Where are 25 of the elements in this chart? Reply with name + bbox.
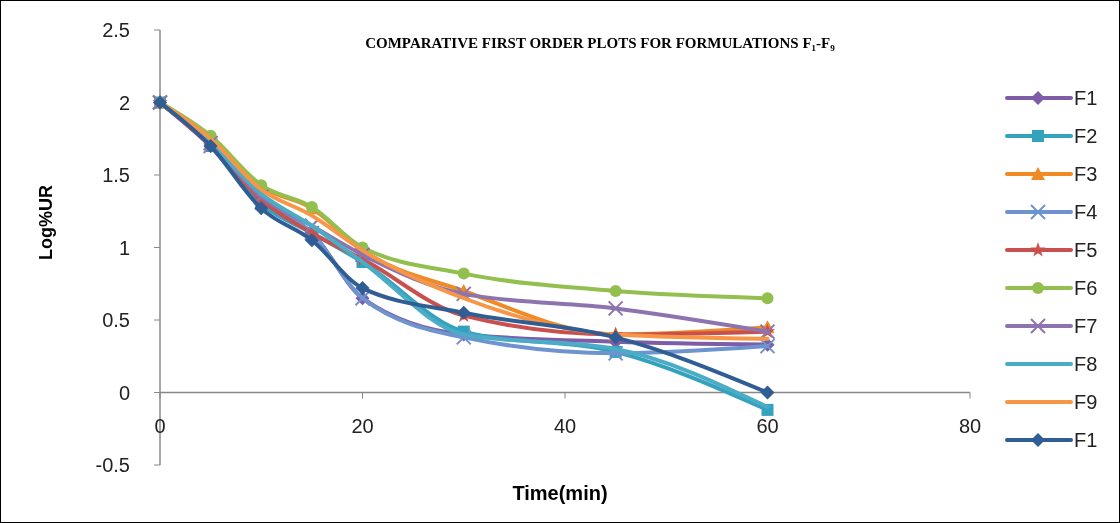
y-tick-label: 0.5 [102, 309, 130, 331]
y-tick-label: 2.5 [102, 19, 130, 41]
legend-label: F9 [1074, 391, 1098, 413]
legend-label: F5 [1074, 239, 1098, 261]
y-axis-title: Log%UR [36, 185, 56, 260]
y-tick-label: 2 [118, 91, 130, 114]
y-tick-label: -0.5 [95, 454, 130, 476]
x-tick-label: 40 [553, 414, 577, 437]
chart-title: COMPARATIVE FIRST ORDER PLOTS FOR FORMULATIONS F₁-F₉ [365, 35, 836, 51]
legend-label: F1 [1074, 429, 1098, 451]
legend-label: F2 [1074, 125, 1098, 147]
x-tick-label: 20 [351, 414, 374, 437]
legend-label: F4 [1074, 201, 1098, 223]
y-tick-label: 1.5 [102, 164, 130, 186]
x-tick-label: 80 [958, 414, 982, 437]
x-tick-label: 60 [756, 414, 779, 437]
y-tick-label: 1 [118, 236, 130, 259]
legend-label: F6 [1074, 277, 1098, 299]
y-tick-label: 0 [118, 381, 130, 404]
legend-label: F8 [1074, 353, 1098, 375]
x-axis-title: Time(min) [512, 482, 608, 504]
legend-label: F1 [1074, 87, 1098, 109]
legend-label: F7 [1074, 315, 1098, 337]
x-tick-label: 0 [154, 414, 166, 437]
legend-label: F3 [1074, 163, 1098, 185]
